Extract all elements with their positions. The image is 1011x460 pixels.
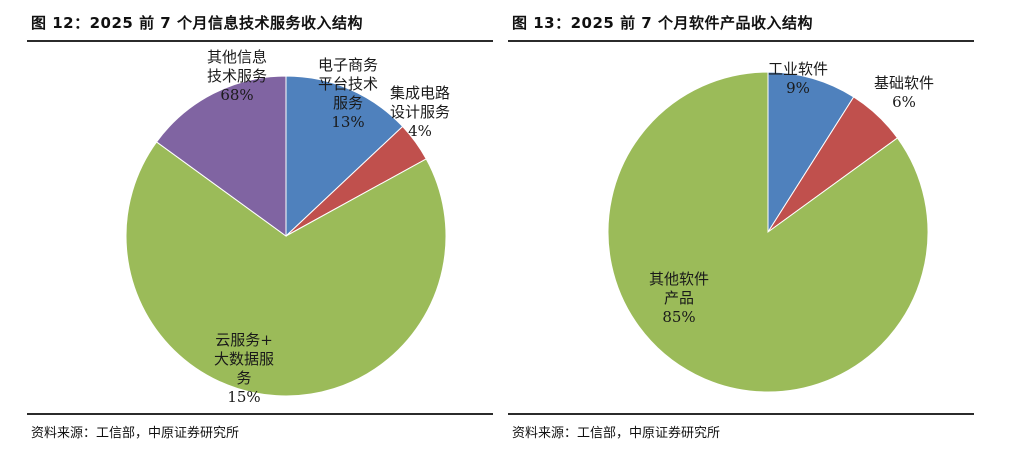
pie1-slice-0-label-line: 工业软件 bbox=[768, 60, 828, 78]
pie1-slice-0-percent: 9% bbox=[786, 79, 810, 97]
pie0-slice-3-label-line: 务 bbox=[236, 369, 251, 387]
pie1-slice-2-label-line: 其他软件 bbox=[649, 270, 709, 288]
pie0-slice-2-label-line: 其他信息 bbox=[207, 48, 267, 66]
pie0-slice-2-percent: 68% bbox=[220, 86, 253, 104]
pie0-slice-0-label-line: 服务 bbox=[333, 94, 363, 112]
pie0-slice-2-label-line: 技术服务 bbox=[207, 67, 267, 85]
pie0-slice-0-label: 电子商务平台技术服务 13% bbox=[318, 56, 378, 131]
pie0-slice-3-label-line: 大数据服 bbox=[214, 350, 274, 368]
pie0-slice-1-percent: 4% bbox=[408, 122, 432, 140]
figure-12-top-rule bbox=[27, 40, 493, 42]
pie0-slice-2-label: 其他信息技术服务 68% bbox=[207, 48, 267, 104]
pie1-slice-0-label: 工业软件 9% bbox=[768, 60, 828, 97]
pie1-slice-1-label: 基础软件 6% bbox=[874, 74, 934, 111]
pie1-slice-2-label: 其他软件产品 85% bbox=[649, 270, 709, 326]
pie0-slice-0-label-line: 平台技术 bbox=[318, 75, 378, 93]
figure-13-panel: 图 13：2025 前 7 个月软件产品收入结构 工业软件 9% 基础软件 6% 其他软… bbox=[508, 0, 974, 460]
pie1-slice-2-label-line: 产品 bbox=[664, 289, 694, 307]
pie0-slice-3-label-line: 云服务+ bbox=[215, 331, 273, 349]
pie0-slice-1-label-line: 集成电路 bbox=[390, 84, 450, 102]
pie1-slice-0 bbox=[767, 71, 855, 234]
pie0-slice-3-label: 云服务+大数据服务 15% bbox=[214, 331, 274, 406]
figure-13-source: 资料来源：工信部，中原证券研究所 bbox=[512, 426, 721, 441]
figure-12-bottom-rule bbox=[27, 413, 493, 415]
figure-13-bottom-rule bbox=[508, 413, 974, 415]
pie0-slice-3-percent: 15% bbox=[227, 388, 260, 406]
pie0-slice-2 bbox=[125, 141, 447, 397]
figure-13-pie-chart: 工业软件 9% 基础软件 6% 其他软件产品 85% bbox=[607, 60, 934, 393]
pie1-slice-2 bbox=[607, 71, 929, 393]
pie0-slice-1-label-line: 设计服务 bbox=[390, 103, 450, 121]
figure-12-pie-chart: 电子商务平台技术服务 13%集成电路设计服务 4%其他信息技术服务 68%云服务+大数… bbox=[125, 48, 450, 406]
pie0-slice-3 bbox=[155, 75, 287, 237]
pie0-slice-0-label-line: 电子商务 bbox=[318, 56, 378, 74]
figure-13-title: 图 13：2025 前 7 个月软件产品收入结构 bbox=[512, 14, 813, 32]
pie0-slice-0 bbox=[285, 75, 404, 238]
figure-13-top-rule bbox=[508, 40, 974, 42]
pie1-slice-2-percent: 85% bbox=[662, 308, 695, 326]
pie0-slice-0-percent: 13% bbox=[331, 113, 364, 131]
figure-12-source: 资料来源：工信部，中原证券研究所 bbox=[31, 426, 240, 441]
figure-12-title: 图 12：2025 前 7 个月信息技术服务收入结构 bbox=[31, 14, 363, 32]
pie0-slice-1-label: 集成电路设计服务 4% bbox=[390, 84, 450, 140]
pie1-slice-1-label-line: 基础软件 bbox=[874, 74, 934, 92]
pie1-slice-1-percent: 6% bbox=[892, 93, 916, 111]
figure-12-panel: 图 12：2025 前 7 个月信息技术服务收入结构 电子商务平台技术服务 13%… bbox=[27, 0, 493, 460]
